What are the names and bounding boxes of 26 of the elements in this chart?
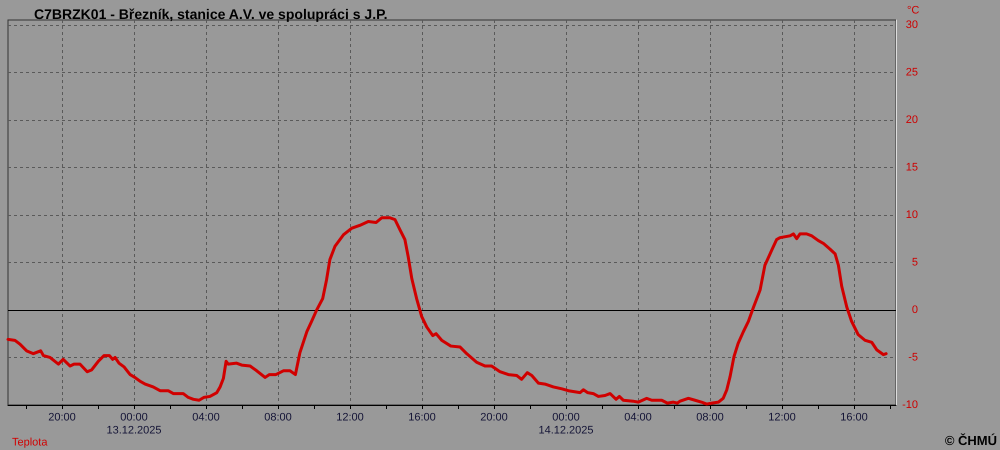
y-tick-label: 15 <box>906 161 918 174</box>
y-axis-title: °C <box>907 4 920 16</box>
x-tick-label: 00:00 13.12.2025 <box>106 412 162 436</box>
x-tick-label: 16:00 <box>840 412 868 424</box>
y-tick-label: 25 <box>906 66 918 78</box>
x-tick-label: 04:00 <box>624 412 652 424</box>
x-tick-label: 20:00 <box>48 412 76 424</box>
x-tick-label: 12:00 <box>336 412 364 424</box>
x-tick-label: 12:00 <box>768 412 796 424</box>
y-tick-label: -10 <box>902 399 918 411</box>
x-tick-label: 20:00 <box>480 412 508 424</box>
line-series <box>6 216 888 406</box>
y-tick-label: -5 <box>908 351 918 364</box>
y-tick-label: 30 <box>906 18 918 31</box>
x-tick-label: 08:00 <box>696 412 724 424</box>
y-tick-label: 20 <box>906 114 918 126</box>
chart-title: C7BRZK01 - Březník, stanice A.V. ve spolupráci s J.P. <box>34 6 388 22</box>
y-tick-label: 5 <box>912 256 918 268</box>
x-tick-label: 04:00 <box>192 412 220 424</box>
text: Teplota <box>12 436 48 448</box>
y-tick-label: 10 <box>906 208 918 221</box>
x-tick-label: 08:00 <box>264 412 292 424</box>
text: © ČHMÚ <box>944 433 998 448</box>
x-tick-label: 00:00 14.12.2025 <box>538 412 594 436</box>
x-tick-label: 16:00 <box>408 412 436 424</box>
y-tick-label: 0 <box>912 304 918 316</box>
